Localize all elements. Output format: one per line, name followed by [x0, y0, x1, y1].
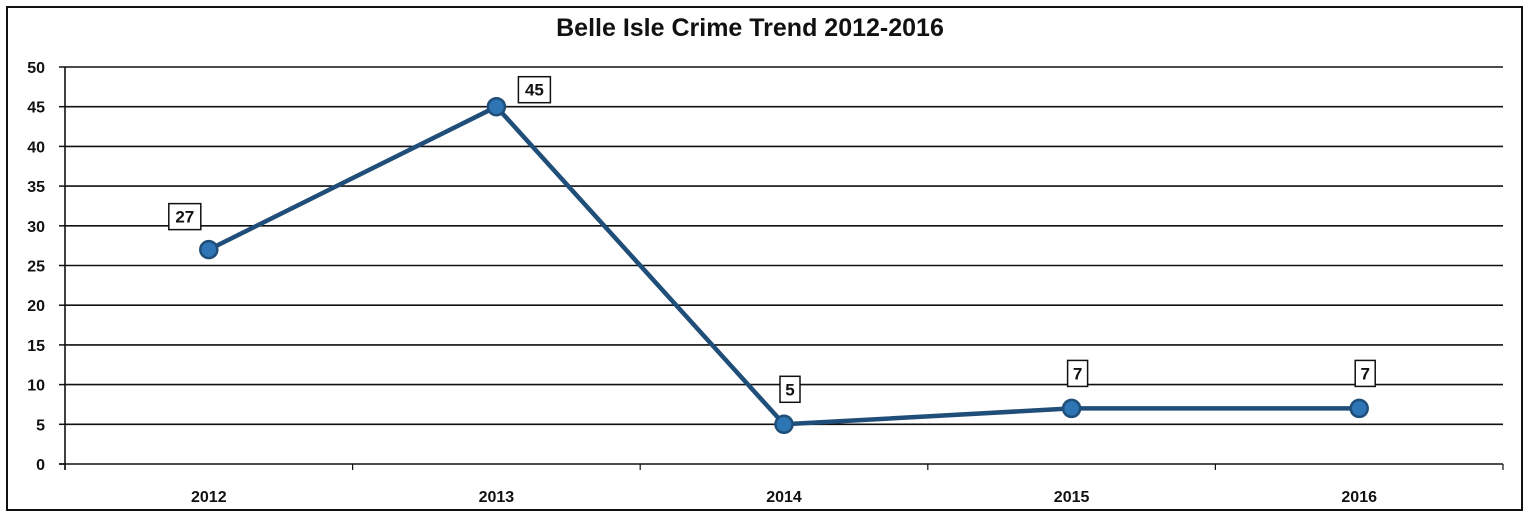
x-tick-label: 2014	[766, 489, 802, 506]
y-tick-label: 40	[27, 139, 45, 156]
x-tick-label: 2016	[1341, 489, 1377, 506]
x-tick-label: 2012	[191, 489, 227, 506]
data-point	[199, 239, 219, 260]
data-labels: 27 45 5 7 7	[168, 75, 1376, 404]
data-label: 7	[1073, 364, 1082, 383]
y-tick-label: 30	[27, 219, 45, 236]
y-tick-label: 15	[27, 338, 45, 355]
x-tick-label: 2015	[1054, 489, 1090, 506]
y-tick-labels: 0 5 10 15 20 25 30 35 40 45 50	[27, 60, 45, 474]
data-label-box	[517, 75, 552, 104]
axes	[59, 66, 1504, 470]
data-point	[1061, 398, 1082, 419]
gridlines	[65, 66, 1503, 426]
data-point	[774, 414, 794, 435]
x-tick-labels: 2012 2013 2014 2015 2016	[191, 489, 1377, 506]
chart-frame	[6, 6, 1523, 511]
y-tick-label: 25	[27, 259, 45, 276]
data-label: 7	[1360, 364, 1369, 383]
data-point	[1349, 398, 1369, 419]
y-tick-label: 0	[36, 457, 45, 474]
data-label-box	[1354, 359, 1376, 388]
data-label-box	[168, 202, 202, 231]
data-point	[486, 96, 507, 117]
data-label-box	[1066, 359, 1089, 388]
y-tick-label: 35	[27, 179, 45, 196]
data-label-box	[779, 375, 801, 404]
y-tick-label: 5	[36, 417, 45, 434]
data-label: 5	[785, 380, 794, 399]
y-tick-label: 10	[27, 378, 45, 395]
y-tick-label: 45	[27, 100, 45, 117]
x-tick-label: 2013	[479, 489, 515, 506]
y-tick-label: 50	[27, 60, 45, 77]
series	[199, 96, 1369, 435]
data-label: 45	[525, 81, 544, 100]
y-tick-label: 20	[27, 298, 45, 315]
chart-title: Belle Isle Crime Trend 2012-2016	[556, 14, 944, 42]
data-label: 27	[175, 208, 194, 227]
